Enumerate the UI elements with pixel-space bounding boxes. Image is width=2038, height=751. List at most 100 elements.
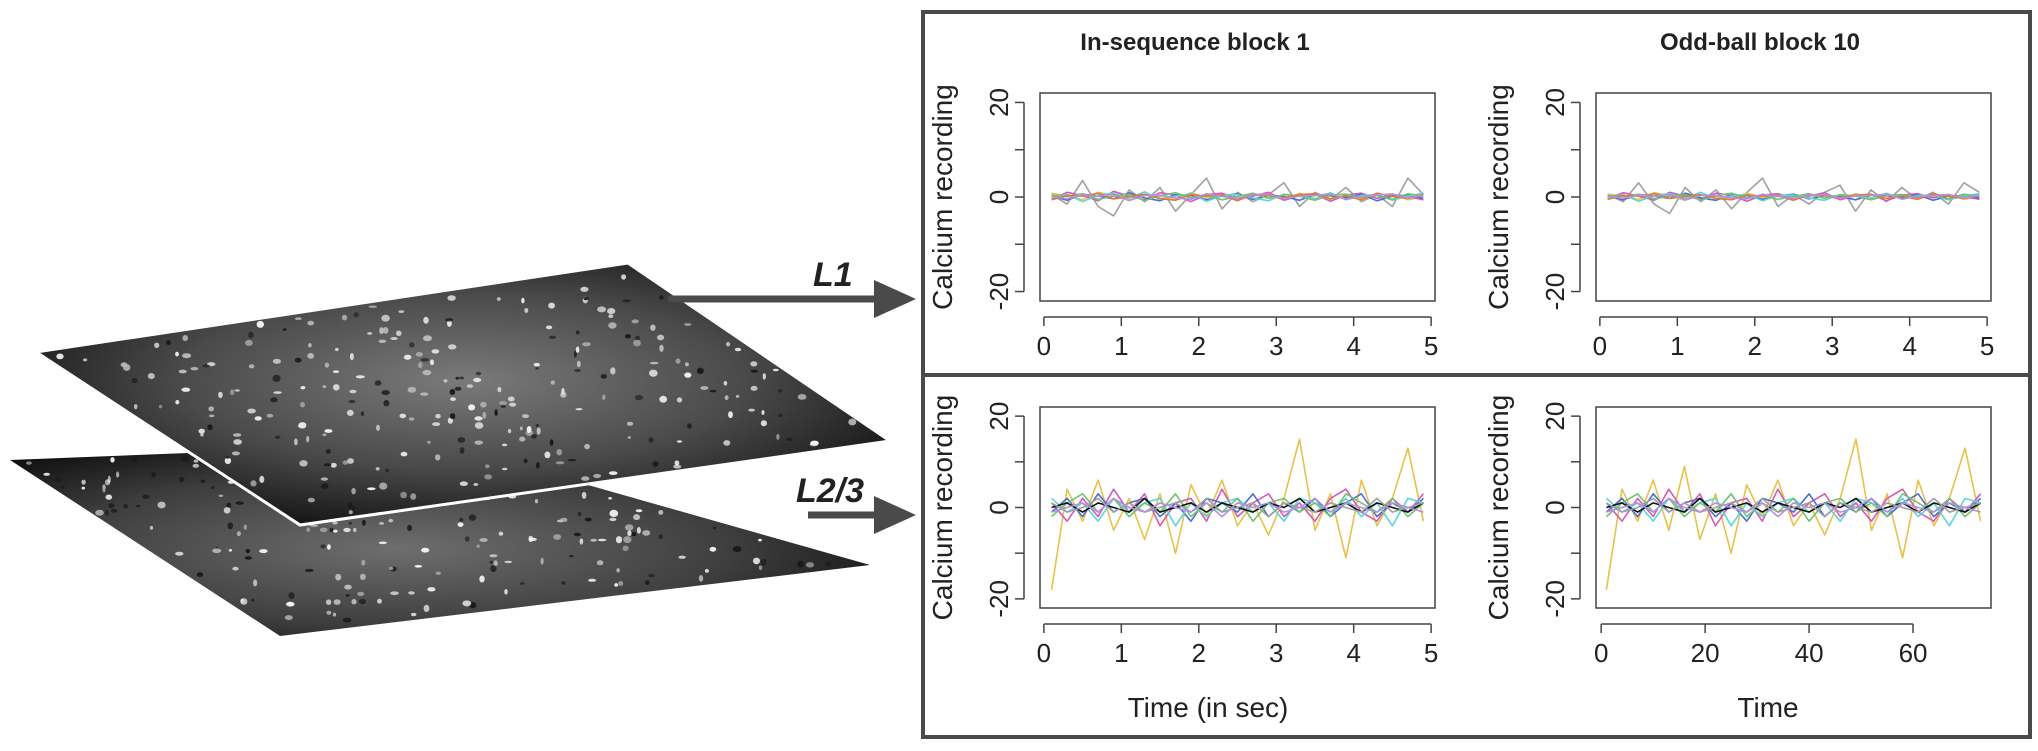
neuron-cell (597, 306, 607, 313)
x-tick-label: 4 (1346, 331, 1360, 361)
neuron-cell (348, 510, 353, 515)
neuron-cell (359, 598, 366, 605)
neuron-cell (750, 361, 758, 367)
neuron-cell (825, 561, 832, 567)
neuron-cell (374, 380, 382, 386)
neuron-cell (348, 521, 353, 525)
neuron-cell (110, 457, 115, 463)
neuron-cell (474, 440, 484, 445)
neuron-cell (360, 411, 365, 417)
neuron-cell (447, 417, 453, 424)
neuron-cell (410, 612, 417, 617)
y-axis-label: Calcium recording (1483, 84, 1514, 310)
neuron-cell (105, 494, 113, 500)
y-axis-label: Calcium recording (927, 84, 958, 310)
neuron-cell (622, 545, 629, 551)
neuron-cell (389, 566, 394, 571)
y-tick-label: -20 (984, 580, 1014, 618)
neuron-cell (735, 394, 740, 398)
neuron-cell (378, 541, 387, 545)
neuron-cell (760, 420, 768, 427)
neuron-cell (494, 409, 498, 416)
neuron-cell (584, 443, 590, 450)
neuron-cell (696, 367, 704, 374)
neuron-cell (758, 565, 763, 571)
neuron-cell (459, 447, 465, 454)
neuron-cell (272, 374, 281, 382)
x-tick-label: 3 (1825, 331, 1839, 361)
neuron-cell (561, 388, 565, 395)
neuron-cell (501, 443, 508, 447)
x-tick-label: 20 (1691, 638, 1720, 668)
neuron-cell (622, 299, 631, 303)
neuron-cell (583, 297, 589, 301)
neuron-cell (805, 562, 815, 568)
neuron-cell (528, 535, 533, 543)
neuron-cell (375, 467, 380, 471)
neuron-cell (523, 458, 528, 464)
neuron-cell (550, 380, 555, 385)
neuron-cell (321, 483, 329, 490)
neuron-cell (381, 390, 390, 396)
neuron-cell (181, 387, 191, 392)
neuron-cell (333, 529, 338, 533)
neuron-cell (626, 421, 634, 426)
neuron-cell (726, 341, 731, 347)
neuron-cell (142, 494, 150, 499)
neuron-cell (56, 353, 64, 360)
neuron-cell (502, 467, 508, 471)
neuron-cell (723, 381, 728, 386)
neuron-cell (253, 579, 258, 587)
neuron-cell (728, 411, 733, 419)
neuron-cell (473, 377, 482, 383)
neuron-cell (320, 477, 328, 481)
neuron-cell (593, 473, 602, 479)
neuron-cell (645, 580, 650, 585)
neuron-cell (618, 581, 624, 586)
neuron-cell (360, 573, 366, 580)
neuron-cell (344, 584, 352, 590)
neuron-cell (608, 314, 614, 319)
neuron-cell (225, 455, 230, 459)
neuron-cell (536, 462, 540, 469)
neuron-cell (642, 530, 651, 536)
x-tick-label: 2 (1748, 331, 1762, 361)
neuron-cell (324, 362, 330, 368)
neuron-cell (657, 334, 665, 341)
neuron-cell (212, 548, 222, 554)
y-tick-label: -20 (1540, 580, 1570, 618)
x-tick-label: 2 (1192, 638, 1206, 668)
neuron-cell (348, 399, 356, 404)
neuron-cell (474, 416, 483, 421)
neuron-cell (608, 471, 618, 475)
neuron-cell (659, 344, 664, 352)
neuron-cell (353, 312, 359, 318)
x-tick-label: 1 (1114, 331, 1128, 361)
neuron-cell (449, 389, 456, 395)
neuron-cell (734, 347, 742, 352)
neuron-cell (362, 519, 366, 526)
neuron-cell (581, 491, 587, 499)
neuron-cell (445, 318, 453, 322)
neuron-cell (231, 451, 240, 456)
neuron-cell (526, 426, 532, 433)
neuron-cell (479, 538, 488, 542)
neuron-cell (286, 601, 295, 607)
neuron-cell (786, 437, 793, 441)
neuron-cell (675, 358, 681, 364)
neuron-cell (400, 451, 408, 457)
neuron-cell (712, 526, 717, 530)
neuron-cell (323, 463, 332, 467)
neuron-cell (322, 385, 327, 389)
neuron-cell (561, 581, 566, 585)
neuron-cell (476, 544, 480, 548)
neuron-cell (521, 297, 525, 304)
neuron-cell (549, 439, 554, 446)
neuron-cell (376, 424, 380, 431)
neuron-cell (294, 317, 302, 321)
neuron-cell (414, 565, 423, 568)
neuron-cell (648, 437, 654, 443)
neuron-cell (497, 386, 502, 393)
neuron-cell (507, 396, 515, 402)
neuron-cell (610, 367, 616, 375)
